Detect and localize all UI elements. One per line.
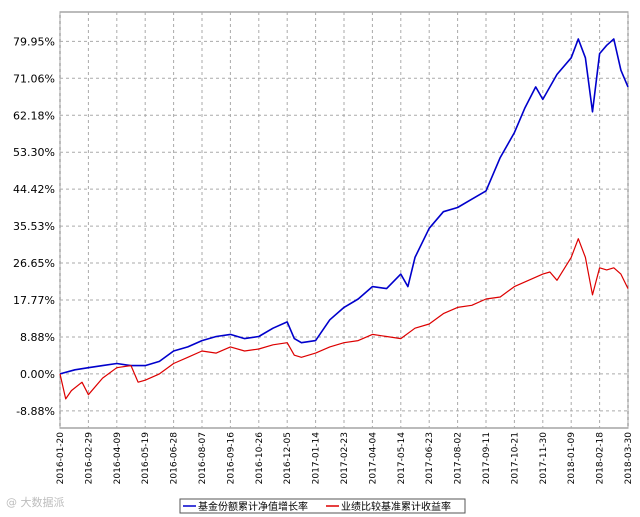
legend-box <box>179 498 466 514</box>
x-tick-label: 2016-12-05 <box>283 432 293 484</box>
y-tick-label: 17.77% <box>13 294 55 307</box>
grid-lines <box>59 12 629 428</box>
plot-area <box>59 11 629 429</box>
series-line-benchmark <box>59 238 629 400</box>
x-tick-label: 2017-02-23 <box>340 432 350 484</box>
legend-label-fund: 基金份额累计净值增长率 <box>198 500 308 513</box>
x-tick-label: 2017-01-14 <box>312 432 322 485</box>
x-tick-label: 2018-02-18 <box>596 432 606 485</box>
series-lines <box>59 38 629 400</box>
x-tick-label: 2017-04-04 <box>368 432 378 485</box>
x-tick-label: 2017-11-30 <box>539 432 549 485</box>
y-tick-label: 8.88% <box>20 331 55 344</box>
x-tick-label: 2017-06-23 <box>425 432 435 484</box>
y-tick-label: 62.18% <box>13 109 55 122</box>
x-tick-label: 2016-06-28 <box>170 432 180 485</box>
watermark: @ 大数据派 <box>6 496 65 509</box>
y-tick-label: 26.65% <box>13 257 55 270</box>
x-axis-ticks: 2016-01-20 2016-02-29 2016-04-09 2016-05-19… <box>56 432 634 485</box>
y-tick-label: 53.30% <box>13 146 55 159</box>
x-tick-label: 2017-10-21 <box>510 432 520 484</box>
y-tick-label: -8.88% <box>16 405 55 418</box>
y-tick-label: 0.00% <box>20 368 55 381</box>
x-tick-label: 2017-09-11 <box>482 432 492 484</box>
y-tick-label: 35.53% <box>13 220 55 233</box>
x-tick-label: 2016-02-29 <box>84 432 94 485</box>
x-tick-label: 2016-09-16 <box>226 432 236 485</box>
x-tick-label: 2016-05-19 <box>141 432 151 485</box>
legend: 基金份额累计净值增长率 业绩比较基准累计收益率 <box>179 498 466 514</box>
x-tick-label: 2017-08-02 <box>454 432 464 484</box>
y-tick-label: 79.95% <box>13 35 55 48</box>
x-tick-label: 2016-01-20 <box>56 432 66 485</box>
y-tick-label: 44.42% <box>13 183 55 196</box>
y-tick-label: 71.06% <box>13 72 55 85</box>
legend-label-benchmark: 业绩比较基准累计收益率 <box>341 500 451 513</box>
x-tick-label: 2017-05-14 <box>397 432 407 485</box>
x-tick-label: 2016-04-09 <box>113 432 123 485</box>
x-tick-label: 2018-03-30 <box>624 432 634 485</box>
y-axis-ticks: 79.95% 71.06% 62.18% 53.30% 44.42% 35.53% 26.6… <box>13 35 55 418</box>
x-tick-label: 2016-08-07 <box>198 432 208 484</box>
x-tick-label: 2018-01-09 <box>567 432 577 485</box>
x-tick-label: 2016-10-26 <box>255 432 265 485</box>
series-line-fund <box>59 38 629 375</box>
